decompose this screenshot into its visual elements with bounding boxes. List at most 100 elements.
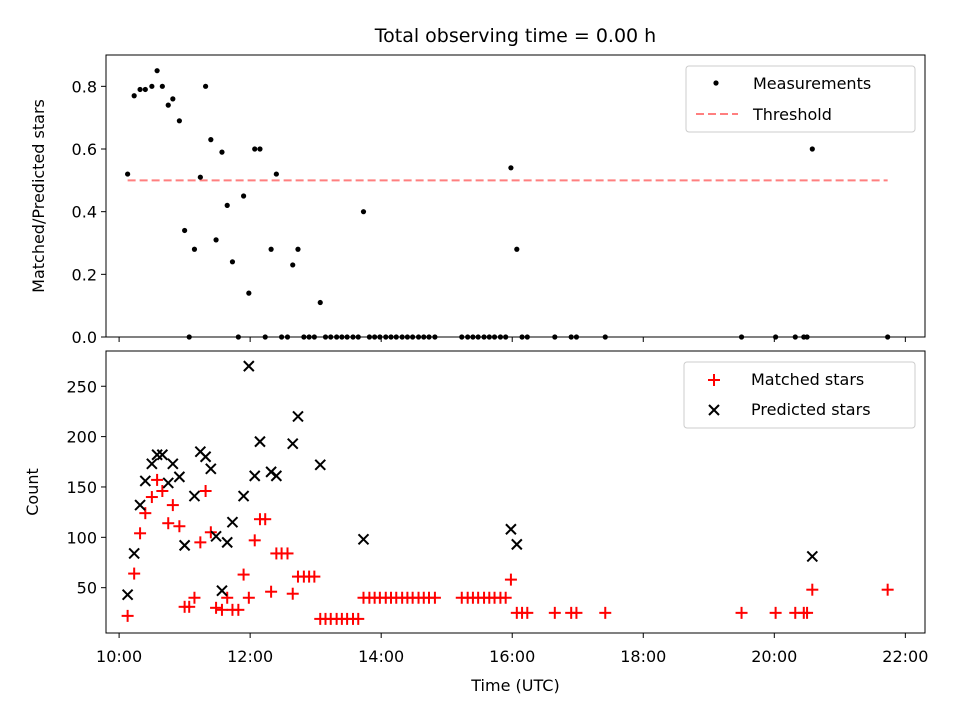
matched-stars-series	[121, 473, 894, 625]
measurement-point	[410, 334, 416, 340]
measurement-point	[224, 202, 230, 208]
legend-label-matched-stars: Matched stars	[751, 370, 864, 389]
measurement-point	[524, 334, 530, 340]
measurement-point	[295, 246, 301, 252]
bottom-x-axis-label: Time (UTC)	[470, 676, 559, 695]
predicted-star-marker	[314, 459, 326, 471]
measurement-point	[317, 299, 323, 306]
bottom-y-tick-label: 100	[66, 528, 97, 547]
predicted-star-marker	[210, 530, 222, 543]
predicted-star-marker	[173, 471, 186, 483]
measurement-point	[322, 334, 329, 340]
measurement-point	[142, 86, 148, 93]
matched-star-marker	[242, 591, 255, 604]
matched-star-marker	[735, 606, 748, 619]
bottom-y-tick-label: 200	[66, 428, 97, 447]
measurement-point	[290, 262, 296, 268]
figure-title: Total observing time = 0.00 h	[374, 25, 656, 47]
top-y-tick-label: 0.6	[72, 140, 97, 159]
measurement-point	[229, 259, 236, 265]
top-y-axis: 0.0 0.2 0.4 0.6 0.8	[72, 77, 106, 347]
measurement-point	[366, 334, 372, 340]
top-y-tick-label: 0.4	[72, 203, 97, 222]
predicted-star-marker	[806, 550, 819, 563]
measurement-point	[262, 334, 268, 340]
predicted-star-marker	[121, 589, 134, 601]
measurement-point	[149, 83, 155, 89]
matched-star-marker	[548, 606, 561, 619]
predicted-star-marker	[156, 449, 169, 461]
predicted-star-marker	[511, 538, 523, 551]
matched-star-marker	[166, 499, 179, 512]
measurement-point	[328, 334, 334, 340]
top-panel: 0.00.20.40.60.8 Matched/Predicted stars …	[29, 54, 926, 347]
matched-star-marker	[199, 484, 212, 497]
measurement-point	[246, 290, 252, 296]
measurement-point	[491, 334, 498, 340]
measurement-point	[170, 96, 176, 102]
measurements-series	[125, 68, 891, 340]
measurement-point	[252, 146, 258, 152]
bottom-y-tick-label: 50	[77, 579, 97, 598]
measurement-point	[486, 334, 492, 340]
predicted-star-marker	[292, 410, 304, 423]
predicted-star-marker	[237, 490, 250, 502]
matched-star-marker	[428, 591, 441, 604]
bottom-panel-frame	[105, 350, 926, 634]
bottom-x-axis: 10:00 12:00 14:00 16:00 18:00 20:00 22:00	[96, 633, 928, 666]
legend-marker-predicted-stars	[708, 404, 720, 416]
bottom-y-tick-label: 250	[66, 377, 97, 396]
measurement-point	[399, 334, 405, 340]
measurement-point	[514, 246, 520, 252]
measurement-point	[191, 246, 198, 252]
bottom-x-tick-label: 10:00	[96, 647, 142, 666]
measurement-point	[208, 137, 214, 143]
matched-star-marker	[259, 513, 272, 526]
matched-star-marker	[173, 520, 186, 533]
predicted-star-marker	[139, 475, 152, 487]
predicted-star-marker	[188, 490, 201, 502]
legend-marker-measurements	[713, 80, 719, 86]
measurement-point	[131, 93, 137, 99]
legend-label-measurements: Measurements	[753, 74, 871, 93]
predicted-star-marker	[357, 533, 370, 546]
measurement-point	[186, 334, 192, 340]
predicted-star-marker	[221, 536, 233, 549]
measurement-point	[355, 334, 361, 340]
measurement-point	[809, 146, 815, 152]
matched-star-marker	[215, 603, 228, 616]
matched-star-marker	[162, 517, 175, 530]
measurement-point	[432, 334, 438, 340]
top-y-tick-label: 0.2	[72, 265, 97, 284]
measurement-point	[268, 246, 274, 252]
predicted-star-marker	[216, 584, 228, 597]
predicted-star-marker	[151, 449, 163, 461]
matched-star-marker	[194, 536, 207, 549]
matched-star-marker	[121, 609, 134, 622]
matched-star-marker	[237, 568, 250, 581]
measurement-point	[202, 83, 209, 89]
top-legend: Measurements Threshold	[685, 65, 916, 133]
matched-star-marker	[570, 606, 583, 619]
bottom-panel: 50 100 150 200 250 10:00 12:00 14:00 16:00 18:00…	[23, 350, 928, 695]
measurement-point	[213, 237, 219, 243]
bottom-x-tick-label: 16:00	[489, 647, 535, 666]
bottom-x-tick-label: 20:00	[751, 647, 797, 666]
bottom-y-axis-label: Count	[23, 468, 42, 516]
measurement-point	[197, 174, 203, 180]
measurement-point	[182, 227, 188, 234]
measurement-point	[475, 334, 481, 340]
measurement-point	[573, 334, 580, 340]
predicted-star-marker	[254, 435, 266, 448]
bottom-legend-box	[683, 361, 916, 429]
measurement-point	[426, 334, 432, 340]
matched-star-marker	[188, 591, 201, 604]
measurement-point	[159, 83, 165, 89]
predicted-star-marker	[287, 437, 299, 450]
measurement-point	[602, 334, 608, 340]
measurement-point	[284, 334, 291, 340]
measurement-point	[393, 334, 399, 340]
matched-star-marker	[134, 527, 147, 540]
measurement-point	[508, 165, 514, 171]
